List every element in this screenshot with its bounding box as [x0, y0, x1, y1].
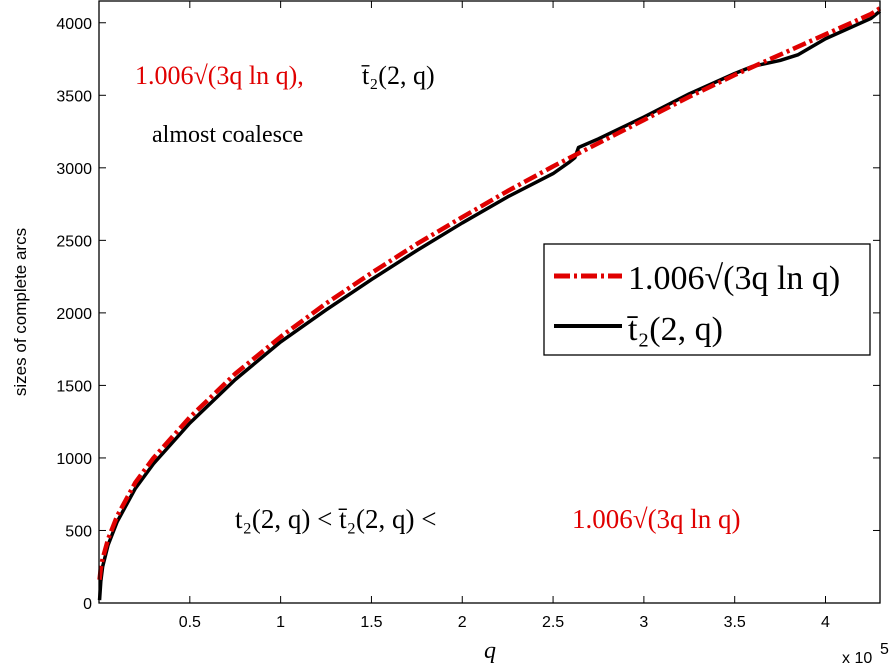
x-axis-label: q — [484, 638, 496, 664]
series-line-0 — [97, 6, 882, 581]
x-tick-label: 1.5 — [360, 614, 382, 631]
ticks-layer: 0.5 1 1.5 2 2.5 3 3.5 4 0 500 1000 1500 2000 2500 3000… — [56, 1, 880, 631]
annotation-top-formula-black: t̄₂(2, q) — [361, 61, 434, 90]
x-tick-label: 2 — [458, 614, 467, 631]
x-tick-label: 4 — [821, 614, 830, 631]
y-tick-label: 2500 — [56, 233, 92, 250]
x-multiplier-exponent: 5 — [880, 641, 889, 658]
annotation-inequality-black: t₂(2, q) < t̄₂(2, q) < — [235, 504, 437, 534]
series-layer — [97, 6, 882, 601]
annotation-almost-coalesce: almost coalesce — [152, 122, 303, 148]
x-tick-label: 0.5 — [179, 614, 201, 631]
y-tick-label: 4000 — [56, 16, 92, 33]
y-tick-label: 1500 — [56, 378, 92, 395]
y-tick-label: 500 — [65, 523, 92, 540]
plot-frame — [98, 0, 881, 604]
legend: 1.006√(3q ln q) t̄₂(2, q) — [543, 243, 871, 356]
y-tick-label: 2000 — [56, 306, 92, 323]
x-tick-label: 3 — [639, 614, 648, 631]
x-tick-label: 3.5 — [724, 614, 746, 631]
y-tick-label: 3500 — [56, 88, 92, 105]
annotation-top-formula-red: 1.006√(3q ln q), — [135, 61, 304, 90]
y-tick-label: 3000 — [56, 161, 92, 178]
legend-box — [543, 243, 871, 356]
annotation-inequality-red: 1.006√(3q ln q) — [572, 504, 741, 534]
x-tick-label: 1 — [276, 614, 285, 631]
x-multiplier-label: x 10 — [842, 650, 872, 667]
y-axis-label: sizes of complete arcs — [11, 228, 30, 396]
x-tick-label: 2.5 — [542, 614, 564, 631]
x-multiplier-base: x 10 — [842, 650, 872, 667]
legend-label-series-1: t̄₂(2, q) — [627, 311, 723, 348]
y-tick-label: 1000 — [56, 451, 92, 468]
legend-label-series-0: 1.006√(3q ln q) — [628, 260, 840, 297]
y-tick-label: 0 — [83, 596, 92, 613]
